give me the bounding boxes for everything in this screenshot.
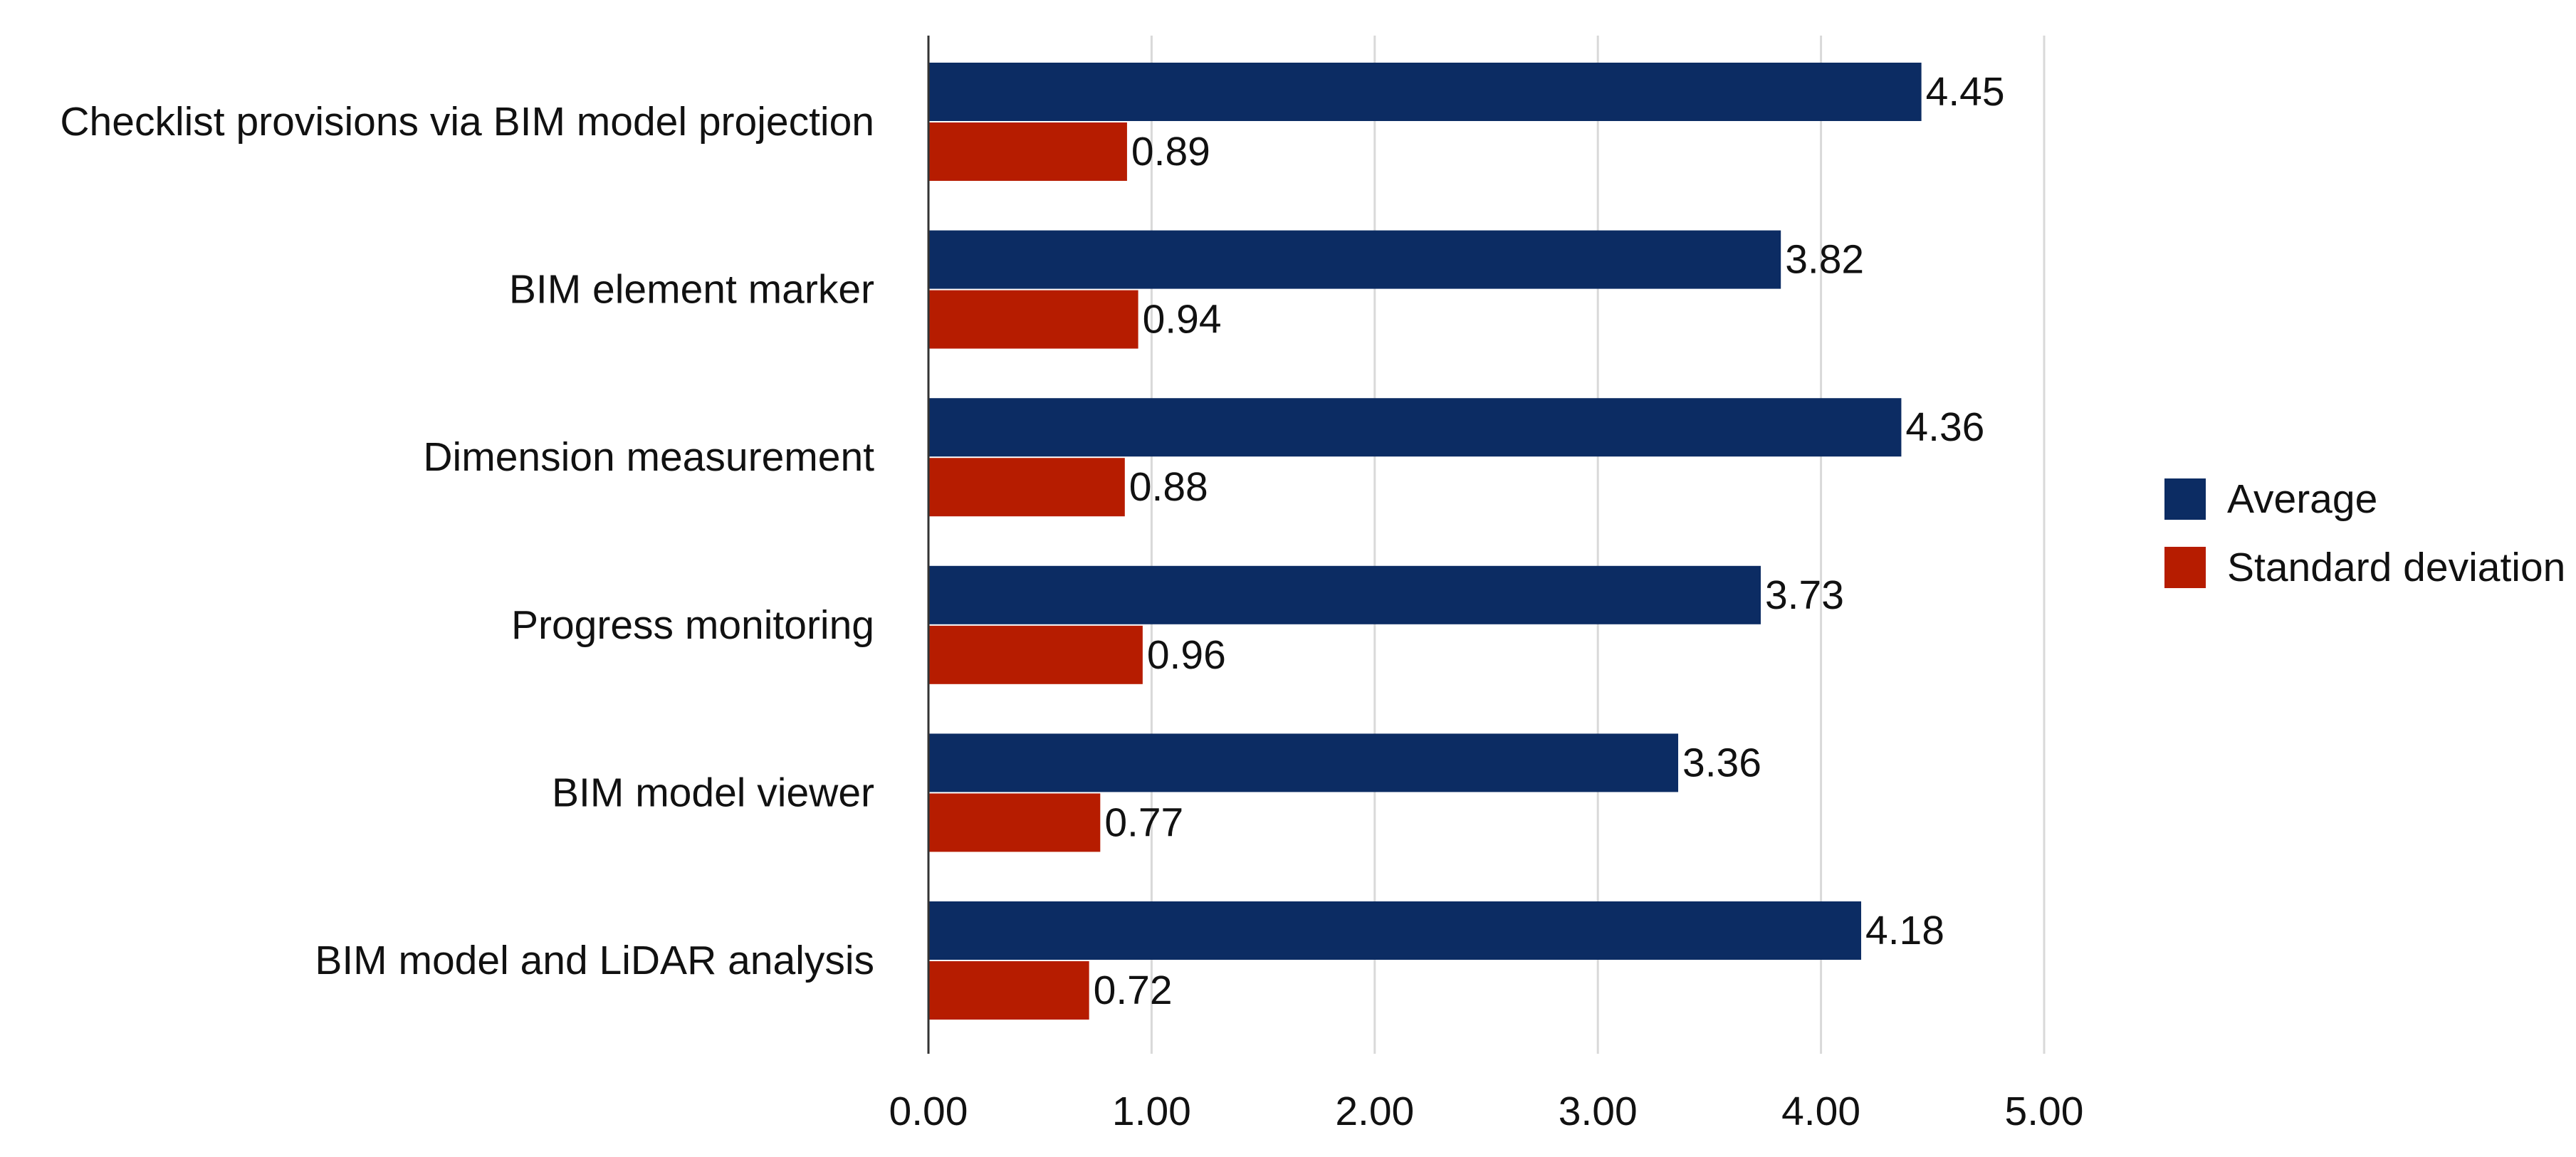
data-label: 0.89 (1131, 129, 1210, 174)
data-label: 3.73 (1765, 572, 1844, 618)
x-axis-tick-labels: 0.00 1.00 2.00 3.00 4.00 5.00 (889, 1089, 2084, 1134)
data-labels: 4.45 0.89 3.82 0.94 4.36 0.88 3.73 0.96 3.36 0.77… (1094, 69, 2005, 1013)
category-labels: Checklist provisions via BIM model proje… (60, 99, 874, 983)
legend-swatch (2164, 547, 2206, 588)
data-label: 0.94 (1143, 297, 1222, 342)
x-tick-label: 0.00 (889, 1089, 968, 1134)
bar-average (928, 565, 1761, 624)
x-tick-label: 5.00 (2005, 1089, 2084, 1134)
legend-label: Average (2227, 476, 2377, 522)
data-label: 4.36 (1905, 404, 1984, 450)
bar-average (928, 901, 1862, 960)
data-label: 0.96 (1147, 632, 1226, 678)
data-label: 0.77 (1104, 800, 1183, 845)
x-tick-label: 4.00 (1781, 1089, 1860, 1134)
data-label: 4.45 (1926, 69, 2005, 115)
bar-average (928, 63, 1922, 121)
bar-standard-deviation (928, 458, 1125, 517)
data-label: 0.88 (1129, 464, 1208, 510)
category-label: Checklist provisions via BIM model proje… (60, 99, 874, 145)
legend-label: Standard deviation (2227, 545, 2565, 590)
legend: Average Standard deviation (2164, 476, 2565, 590)
bar-standard-deviation (928, 793, 1101, 852)
x-tick-label: 3.00 (1559, 1089, 1638, 1134)
bar-standard-deviation (928, 122, 1127, 181)
bar-average (928, 733, 1679, 792)
data-label: 3.36 (1682, 740, 1761, 785)
data-label: 3.82 (1785, 237, 1864, 283)
x-tick-label: 1.00 (1112, 1089, 1191, 1134)
category-label: Progress monitoring (511, 602, 874, 648)
category-label: BIM model and LiDAR analysis (315, 938, 874, 983)
x-tick-label: 2.00 (1335, 1089, 1414, 1134)
bar-standard-deviation (928, 290, 1138, 349)
data-label: 0.72 (1094, 968, 1173, 1013)
legend-swatch (2164, 478, 2206, 520)
bar-standard-deviation (928, 625, 1143, 684)
category-label: BIM model viewer (552, 770, 874, 815)
bars (928, 63, 1922, 1020)
category-label: Dimension measurement (423, 434, 874, 480)
bar-standard-deviation (928, 961, 1089, 1020)
bar-average (928, 398, 1902, 457)
category-label: BIM element marker (509, 267, 874, 313)
data-label: 4.18 (1865, 908, 1944, 953)
gridlines (1150, 36, 2046, 1054)
bar-average (928, 230, 1781, 289)
